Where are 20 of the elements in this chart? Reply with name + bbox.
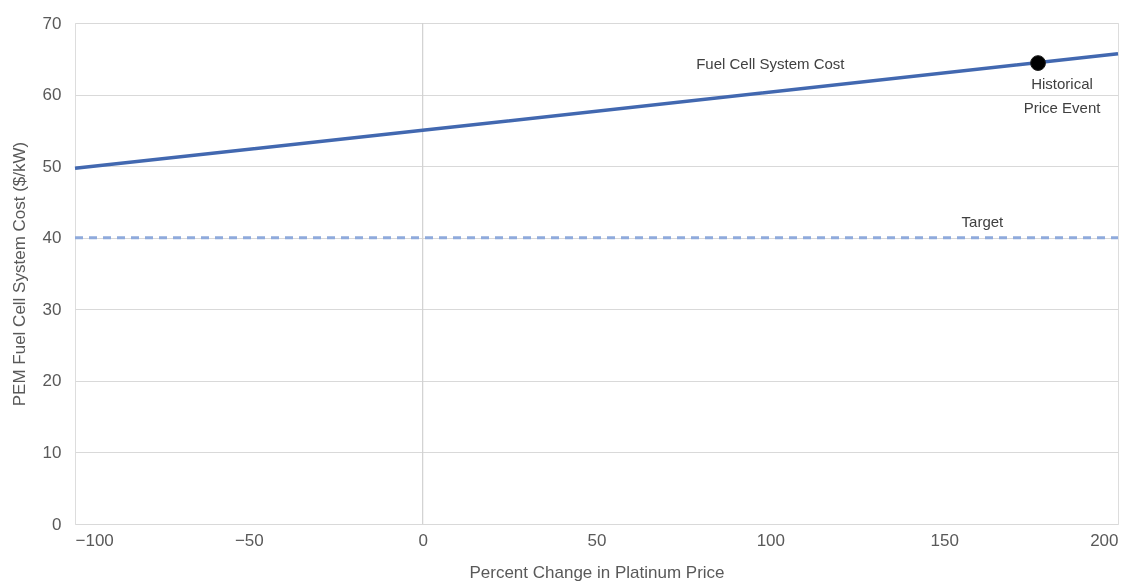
x-tick-label: 100 — [756, 530, 786, 550]
x-tick-label: 200 — [1090, 530, 1119, 550]
y-tick-label: 70 — [42, 13, 62, 33]
x-tick-label: 150 — [930, 530, 959, 550]
series-label: Fuel Cell System Cost — [696, 55, 846, 73]
y-tick-label: 50 — [42, 156, 62, 176]
y-tick-label: 0 — [52, 514, 62, 534]
y-tick-label: 20 — [42, 371, 62, 391]
ref-line-label: Target — [961, 212, 1005, 230]
x-tick-label: −100 — [75, 530, 114, 550]
x-axis-title: Percent Change in Platinum Price — [469, 562, 725, 582]
y-tick-label: 60 — [42, 85, 62, 105]
y-tick-label: 40 — [42, 228, 62, 248]
x-tick-label: −50 — [234, 530, 264, 550]
y-axis-title: PEM Fuel Cell System Cost ($/kW) — [9, 141, 29, 407]
x-tick-label: 0 — [418, 530, 428, 550]
series-label: Historical Price Event — [1023, 75, 1102, 117]
x-tick-label: 50 — [587, 530, 607, 550]
y-tick-label: 10 — [42, 442, 62, 462]
y-tick-label: 30 — [42, 299, 62, 319]
